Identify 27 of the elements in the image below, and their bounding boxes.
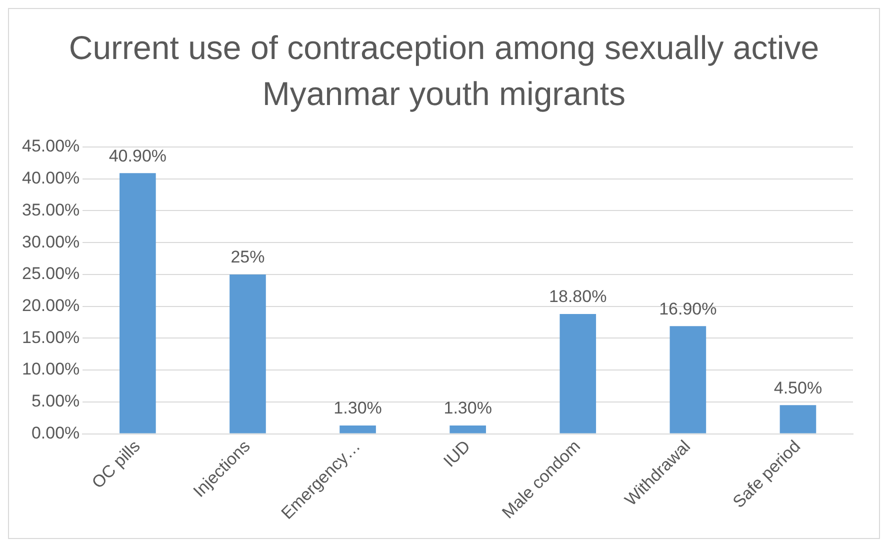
- y-tick-label: 0.00%: [31, 423, 80, 442]
- y-tick-label: 40.00%: [22, 168, 80, 188]
- bar: [670, 326, 706, 434]
- y-tick-label: 20.00%: [22, 296, 80, 315]
- y-tick-label: 10.00%: [22, 360, 80, 379]
- x-tick-label: IUD: [440, 436, 474, 471]
- data-label: 4.50%: [774, 378, 822, 398]
- y-tick-label: 25.00%: [22, 264, 80, 284]
- chart-title: Current use of contraception among sexually active Myanmar youth migrants: [68, 28, 820, 114]
- bar: [560, 314, 596, 434]
- y-tick-label: 5.00%: [31, 392, 80, 411]
- data-label: 40.90%: [108, 146, 167, 166]
- data-label: 1.30%: [334, 398, 382, 418]
- y-tick-label: 30.00%: [22, 232, 80, 252]
- data-label: 18.80%: [549, 287, 607, 306]
- bar: [120, 173, 156, 434]
- y-tick-label: 15.00%: [22, 328, 80, 347]
- data-label: 1.30%: [444, 398, 492, 418]
- x-tick-label: OC pills: [88, 436, 144, 492]
- y-tick-label: 35.00%: [22, 200, 80, 220]
- bar: [450, 425, 486, 434]
- data-label: 25%: [230, 248, 265, 267]
- y-tick-label: 45.00%: [22, 136, 80, 156]
- bar: [780, 405, 816, 434]
- bar: [230, 274, 266, 434]
- bar: [340, 425, 376, 434]
- data-label: 16.90%: [659, 299, 717, 318]
